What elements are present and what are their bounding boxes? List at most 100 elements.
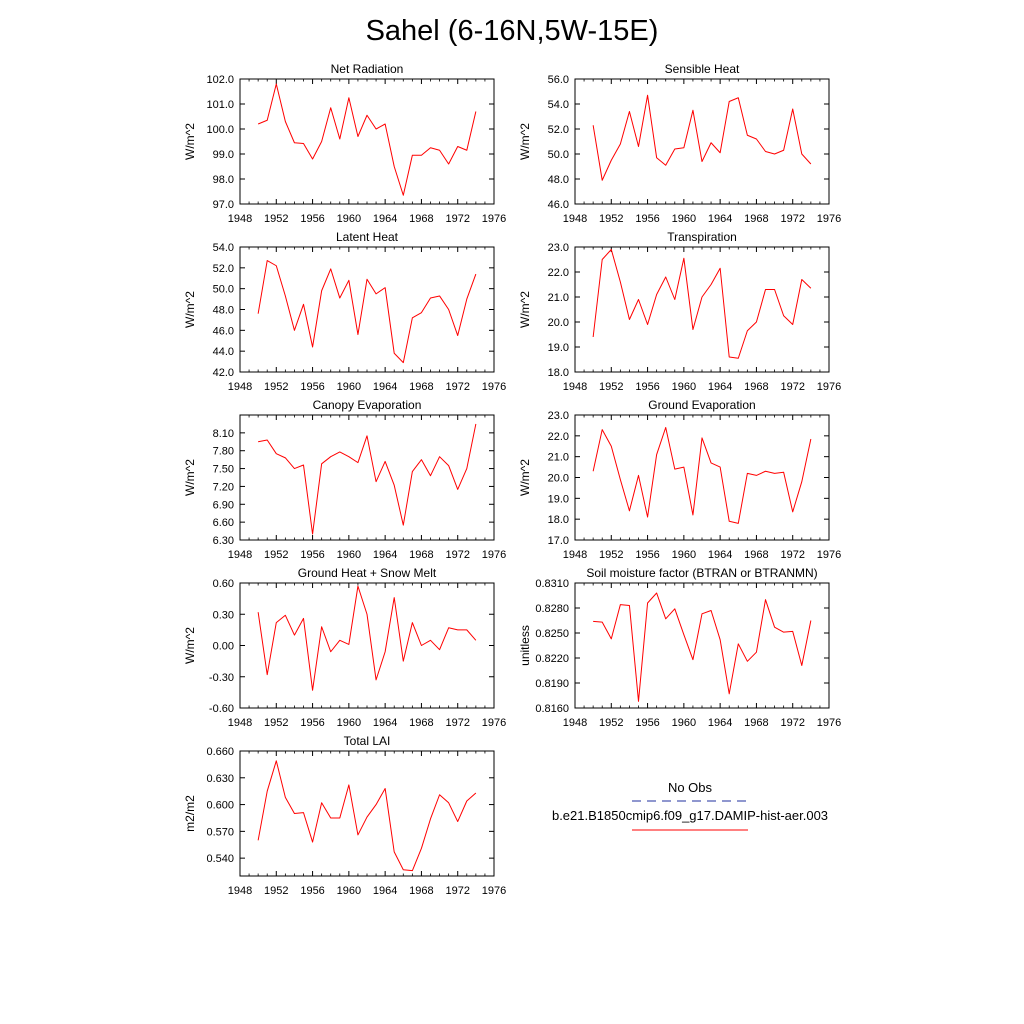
plot-frame: [574, 414, 830, 541]
y-tick-label: 0.60: [213, 578, 234, 590]
x-tick-label: 1976: [817, 549, 841, 561]
x-tick-label: 1964: [708, 381, 732, 393]
x-tick-label: 1968: [409, 213, 433, 225]
panel-title: Canopy Evaporation: [313, 398, 422, 412]
plot-frame: [239, 78, 495, 205]
x-tick-label: 1972: [780, 717, 804, 729]
x-tick-label: 1968: [409, 549, 433, 561]
x-tick-label: 1948: [228, 381, 252, 393]
y-tick-label: 0.8160: [535, 703, 569, 715]
y-tick-label: 0.630: [206, 773, 234, 785]
y-tick-label: -0.60: [209, 703, 234, 715]
y-axis-label: W/m^2: [518, 459, 532, 496]
x-tick-label: 1956: [300, 213, 324, 225]
y-tick-label: 8.10: [213, 428, 234, 440]
x-tick-label: 1964: [373, 717, 397, 729]
y-tick-label: 0.8280: [535, 603, 569, 615]
series-line-canopy-evaporation: [258, 423, 477, 535]
series-line-latent-heat: [257, 260, 477, 364]
x-tick-label: 1976: [482, 381, 506, 393]
x-tick-label: 1976: [482, 213, 506, 225]
x-tick-label: 1948: [228, 213, 252, 225]
y-tick-label: 6.60: [213, 517, 234, 529]
y-tick-label: 54.0: [548, 99, 569, 111]
x-tick-label: 1948: [228, 549, 252, 561]
x-tick-label: 1952: [264, 213, 288, 225]
y-tick-label: 44.0: [213, 346, 234, 358]
y-tick-label: 52.0: [213, 263, 234, 275]
x-tick-label: 1960: [337, 213, 361, 225]
panels: Net Radiation 1948 1952 1956 1960 1964 1968 197…: [183, 62, 841, 897]
x-tick-label: 1960: [337, 381, 361, 393]
x-tick-label: 1948: [563, 717, 587, 729]
legend-model-label: b.e21.B1850cmip6.f09_g17.DAMIP-hist-aer.…: [552, 808, 828, 823]
y-tick-label: 0.600: [206, 800, 234, 812]
y-tick-label: 0.8220: [535, 653, 569, 665]
x-tick-label: 1968: [409, 381, 433, 393]
x-tick-label: 1968: [744, 213, 768, 225]
x-tick-label: 1976: [817, 213, 841, 225]
x-tick-label: 1972: [445, 549, 469, 561]
y-axis-label: W/m^2: [183, 123, 197, 160]
panel-total-lai: Total LAI 1948 1952 1956 1960 1964 1968 1972 197…: [183, 734, 506, 897]
y-tick-label: 22.0: [548, 431, 569, 443]
y-axis-label: W/m^2: [518, 291, 532, 328]
y-tick-label: 22.0: [548, 267, 569, 279]
y-tick-label: 18.0: [548, 514, 569, 526]
panel-sensible-heat: Sensible Heat 1948 1952 1956 1960 1964 1968 197…: [518, 62, 841, 225]
x-tick-label: 1964: [373, 549, 397, 561]
y-tick-label: 0.660: [206, 746, 234, 758]
y-tick-label: 46.0: [213, 325, 234, 337]
x-tick-label: 1956: [300, 549, 324, 561]
y-axis-label: W/m^2: [518, 123, 532, 160]
x-tick-label: 1972: [445, 717, 469, 729]
plot-frame: [239, 246, 495, 373]
x-tick-label: 1960: [672, 717, 696, 729]
y-tick-label: 52.0: [548, 124, 569, 136]
plot-frame: [574, 246, 830, 373]
x-tick-label: 1952: [264, 549, 288, 561]
x-tick-label: 1956: [300, 381, 324, 393]
x-tick-label: 1948: [228, 717, 252, 729]
plot-frame: [574, 582, 830, 709]
y-tick-label: 99.0: [213, 149, 234, 161]
x-tick-label: 1948: [563, 381, 587, 393]
y-tick-label: 7.80: [213, 446, 234, 458]
panel-title: Total LAI: [344, 734, 391, 748]
series-line-net-radiation: [257, 83, 477, 196]
y-tick-label: 97.0: [213, 199, 234, 211]
x-tick-label: 1960: [337, 717, 361, 729]
panel-latent-heat: Latent Heat 1948 1952 1956 1960 1964 1968 1972 1…: [183, 230, 506, 393]
x-tick-label: 1964: [373, 381, 397, 393]
x-tick-label: 1952: [599, 549, 623, 561]
y-tick-label: 48.0: [548, 174, 569, 186]
legend-obs-label: No Obs: [668, 780, 713, 795]
y-tick-label: 50.0: [213, 284, 234, 296]
y-axis-label: unitless: [518, 625, 532, 666]
x-tick-label: 1960: [672, 549, 696, 561]
x-tick-label: 1952: [264, 717, 288, 729]
x-tick-label: 1960: [337, 549, 361, 561]
x-tick-label: 1968: [409, 885, 433, 897]
x-tick-label: 1964: [708, 717, 732, 729]
y-tick-label: 0.00: [213, 641, 234, 653]
y-tick-label: 102.0: [206, 74, 234, 86]
panel-transpiration: Transpiration 1948 1952 1956 1960 1964 1968 197…: [518, 230, 841, 393]
plot-frame: [574, 78, 830, 205]
y-tick-label: -0.30: [209, 672, 234, 684]
x-tick-label: 1972: [445, 885, 469, 897]
x-tick-label: 1952: [599, 381, 623, 393]
x-tick-label: 1972: [780, 213, 804, 225]
y-tick-label: 21.0: [548, 452, 569, 464]
plot-frame: [239, 582, 495, 709]
y-tick-label: 7.20: [213, 481, 234, 493]
x-tick-label: 1968: [744, 549, 768, 561]
y-tick-label: 23.0: [548, 410, 569, 422]
y-tick-label: 0.8250: [535, 628, 569, 640]
x-tick-label: 1960: [337, 885, 361, 897]
y-tick-label: 19.0: [548, 493, 569, 505]
x-tick-label: 1964: [708, 213, 732, 225]
y-tick-label: 19.0: [548, 342, 569, 354]
plot-frame: [239, 414, 495, 541]
